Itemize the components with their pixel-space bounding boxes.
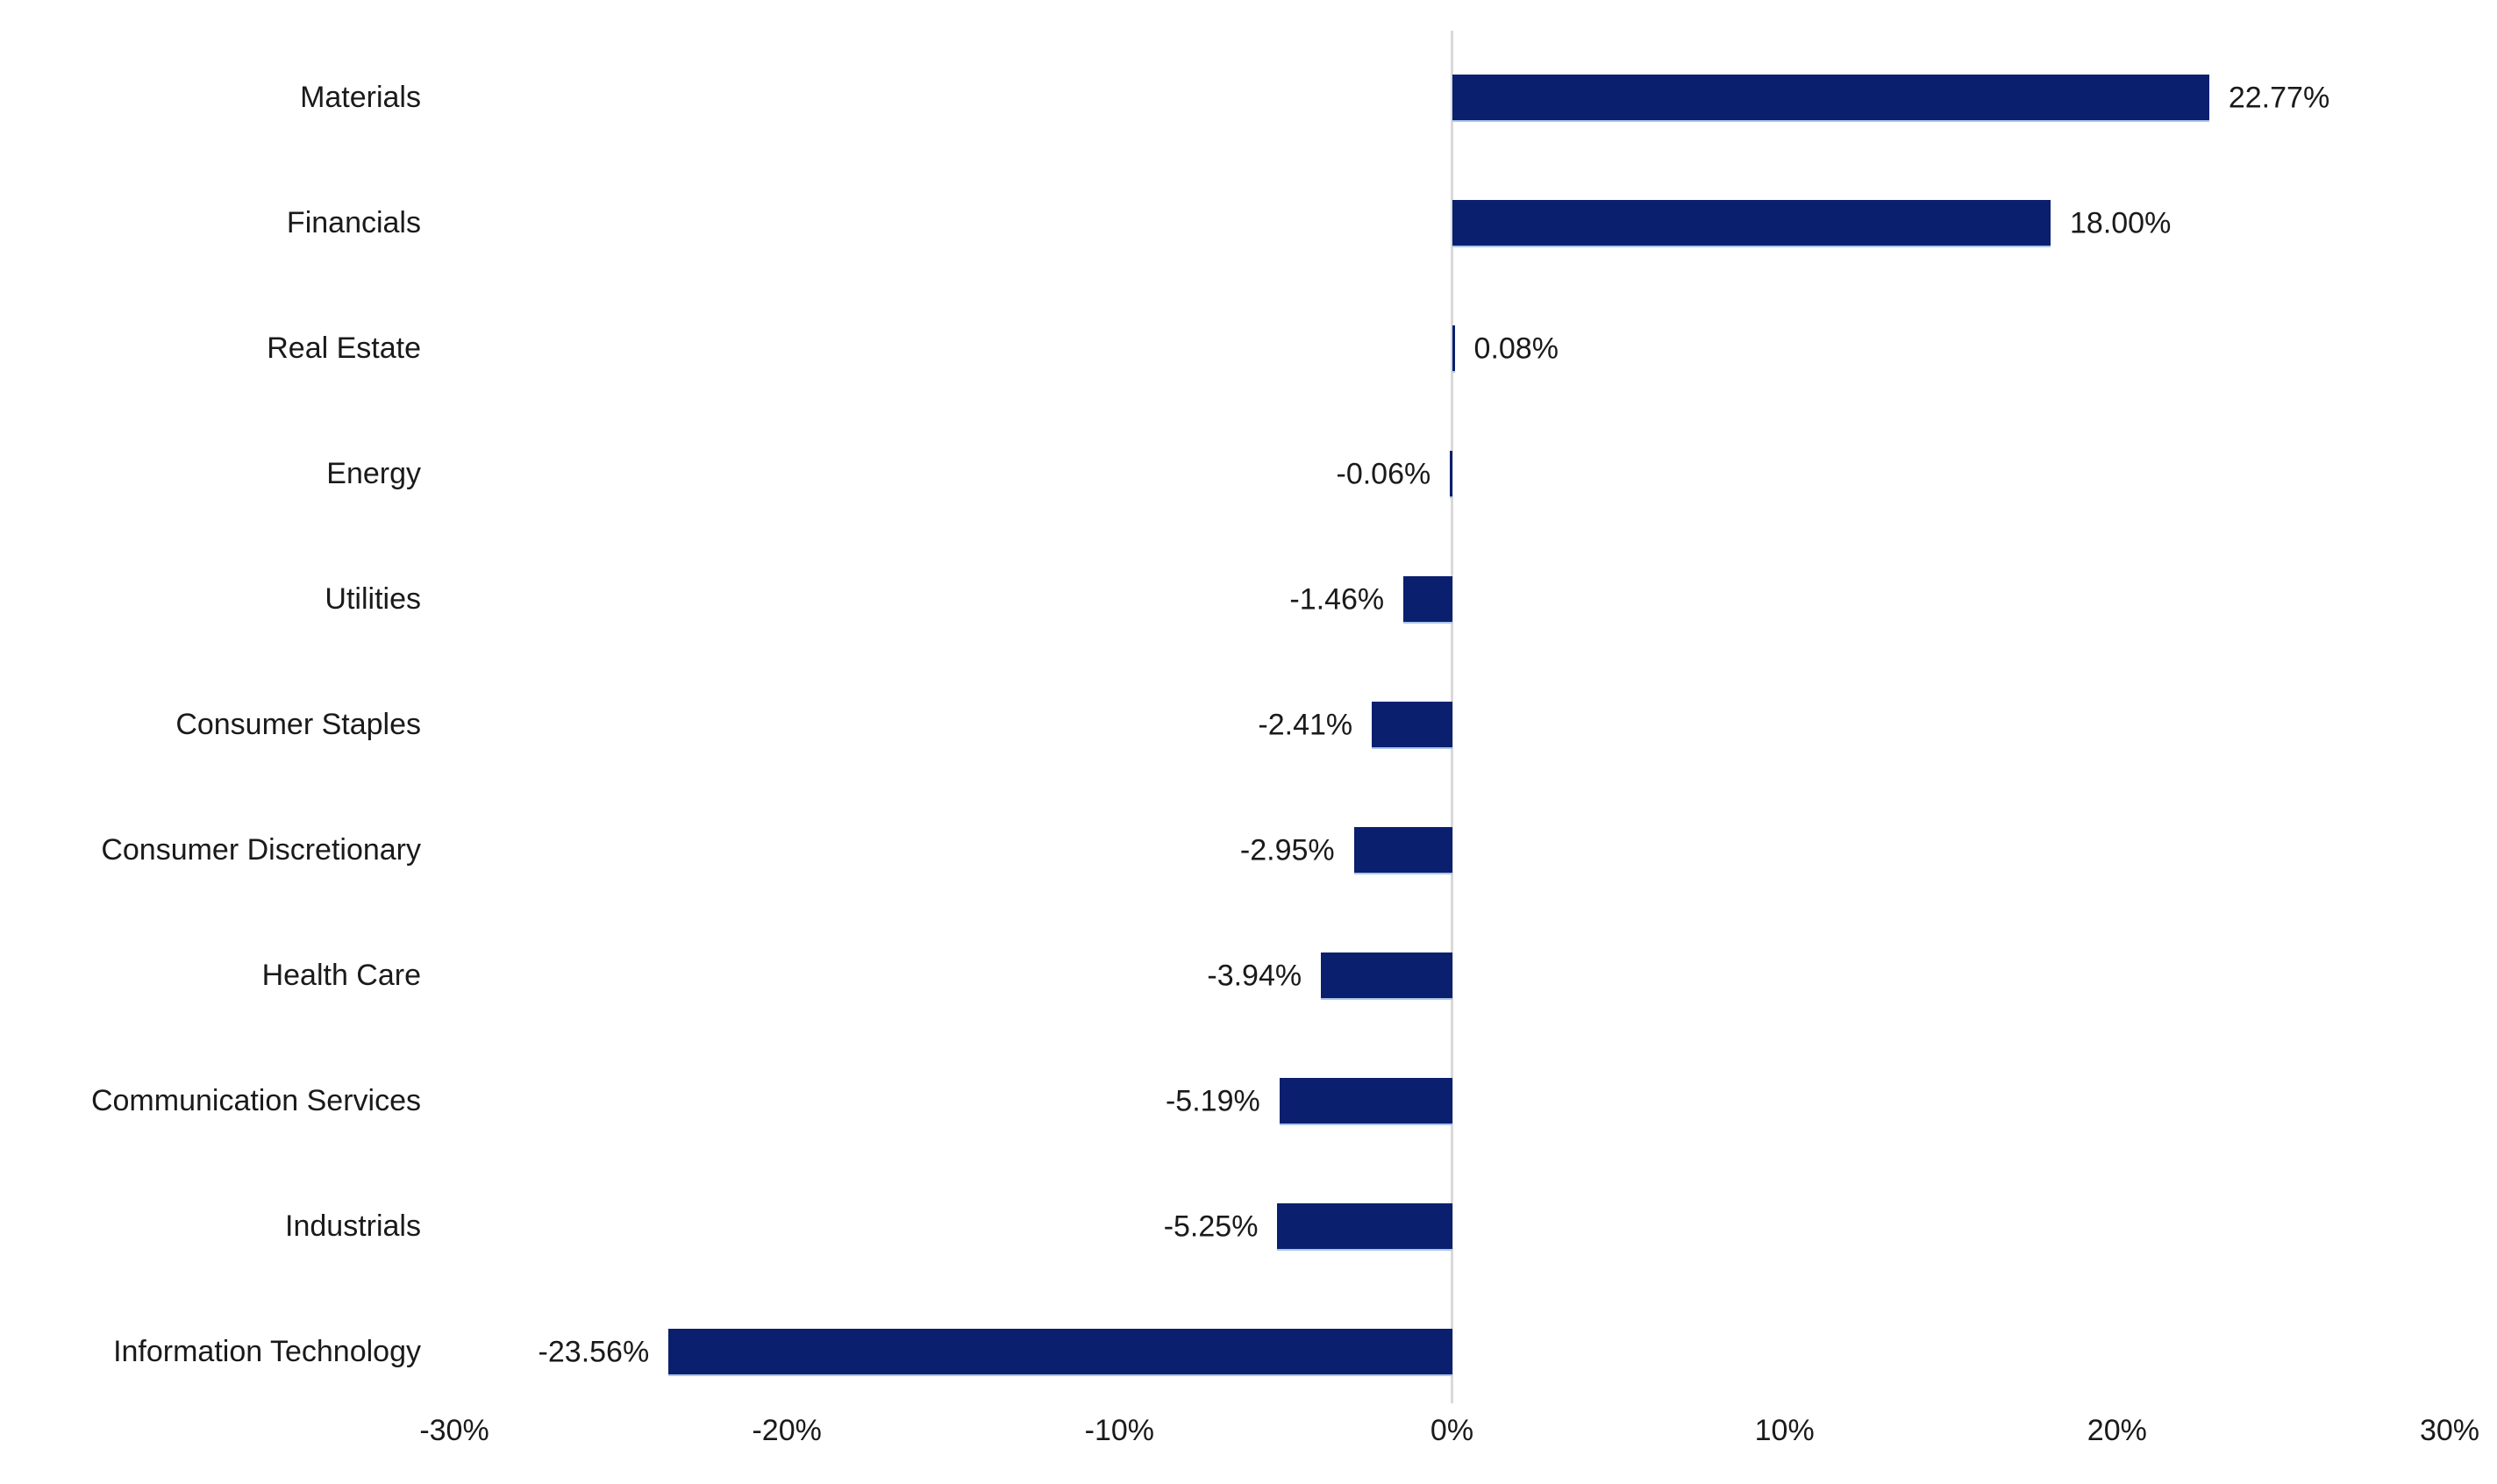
value-label: 22.77%: [2228, 81, 2330, 114]
bar-row: Materials 22.77%: [0, 35, 2497, 161]
category-label: Industrials: [285, 1209, 421, 1243]
x-tick-label: 20%: [2087, 1414, 2147, 1447]
category-label: Health Care: [261, 958, 421, 992]
chart-rows: Materials 22.77% Financials 18.00% Real Esta…: [0, 35, 2497, 1415]
plot-cell: -2.41%: [454, 662, 2450, 788]
bar[interactable]: [1372, 701, 1452, 749]
category-label: Financials: [286, 205, 421, 239]
plot-cell: -5.25%: [454, 1164, 2450, 1289]
bar-row: Utilities -1.46%: [0, 537, 2497, 662]
plot-cell: 18.00%: [454, 161, 2450, 286]
x-tick-label: -30%: [419, 1414, 489, 1447]
plot-cell: -3.94%: [454, 913, 2450, 1038]
bar[interactable]: [668, 1328, 1452, 1376]
value-label: 0.08%: [1473, 332, 1559, 365]
bar-row: Financials 18.00%: [0, 161, 2497, 286]
category-label: Communication Services: [90, 1083, 421, 1117]
x-tick-label: -20%: [752, 1414, 822, 1447]
plot-cell: -2.95%: [454, 788, 2450, 913]
plot-cell: -1.46%: [454, 537, 2450, 662]
plot-cell: -23.56%: [454, 1289, 2450, 1415]
plot-cell: 22.77%: [454, 35, 2450, 161]
bar-row: Consumer Staples -2.41%: [0, 662, 2497, 788]
bar-row: Real Estate 0.08%: [0, 286, 2497, 411]
bar-row: Health Care -3.94%: [0, 913, 2497, 1038]
zero-axis-line: [1451, 31, 1453, 1403]
bar-row: Industrials -5.25%: [0, 1164, 2497, 1289]
value-label: -2.41%: [1258, 708, 1353, 741]
bar[interactable]: [1452, 74, 2209, 122]
x-axis: -30% -20% -10% 0% 10% 20% 30%: [419, 1414, 2479, 1466]
bar[interactable]: [1277, 1202, 1452, 1251]
bar[interactable]: [1450, 450, 1452, 498]
bar[interactable]: [1321, 952, 1452, 1000]
category-label: Consumer Staples: [175, 707, 421, 741]
category-label: Information Technology: [113, 1334, 421, 1368]
x-tick-label: 30%: [2419, 1414, 2480, 1447]
value-label: -0.06%: [1336, 457, 1431, 490]
bar[interactable]: [1353, 826, 1452, 874]
bar-row: Communication Services -5.19%: [0, 1038, 2497, 1164]
x-tick-label: 0%: [1430, 1414, 1474, 1447]
value-label: -5.19%: [1165, 1084, 1260, 1117]
value-label: -2.95%: [1239, 833, 1335, 867]
value-label: -23.56%: [538, 1335, 650, 1368]
category-label: Utilities: [325, 581, 421, 616]
category-label: Real Estate: [267, 331, 421, 365]
value-label: -5.25%: [1163, 1209, 1259, 1243]
bar[interactable]: [1452, 199, 2051, 247]
category-label: Materials: [300, 80, 421, 114]
bar[interactable]: [1279, 1077, 1452, 1125]
x-tick-label: 10%: [1754, 1414, 1815, 1447]
bar-row: Energy -0.06%: [0, 411, 2497, 537]
category-label: Consumer Discretionary: [101, 832, 421, 867]
value-label: -3.94%: [1207, 959, 1302, 992]
value-label: 18.00%: [2070, 206, 2172, 239]
bar-row: Information Technology -23.56%: [0, 1289, 2497, 1415]
x-tick-label: -10%: [1084, 1414, 1155, 1447]
plot-cell: -0.06%: [454, 411, 2450, 537]
value-label: -1.46%: [1289, 582, 1385, 616]
bar-row: Consumer Discretionary -2.95%: [0, 788, 2497, 913]
bar[interactable]: [1452, 325, 1455, 373]
plot-cell: 0.08%: [454, 286, 2450, 411]
category-label: Energy: [326, 456, 421, 490]
bar[interactable]: [1403, 575, 1452, 624]
plot-cell: -5.19%: [454, 1038, 2450, 1164]
